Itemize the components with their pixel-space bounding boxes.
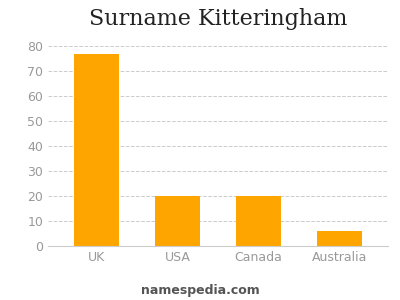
Bar	[155, 196, 200, 246]
Text: namespedia.com: namespedia.com	[141, 284, 259, 297]
Bar	[74, 53, 119, 246]
Bar	[317, 231, 362, 246]
Title: Surname Kitteringham: Surname Kitteringham	[89, 8, 347, 30]
Bar	[236, 196, 281, 246]
